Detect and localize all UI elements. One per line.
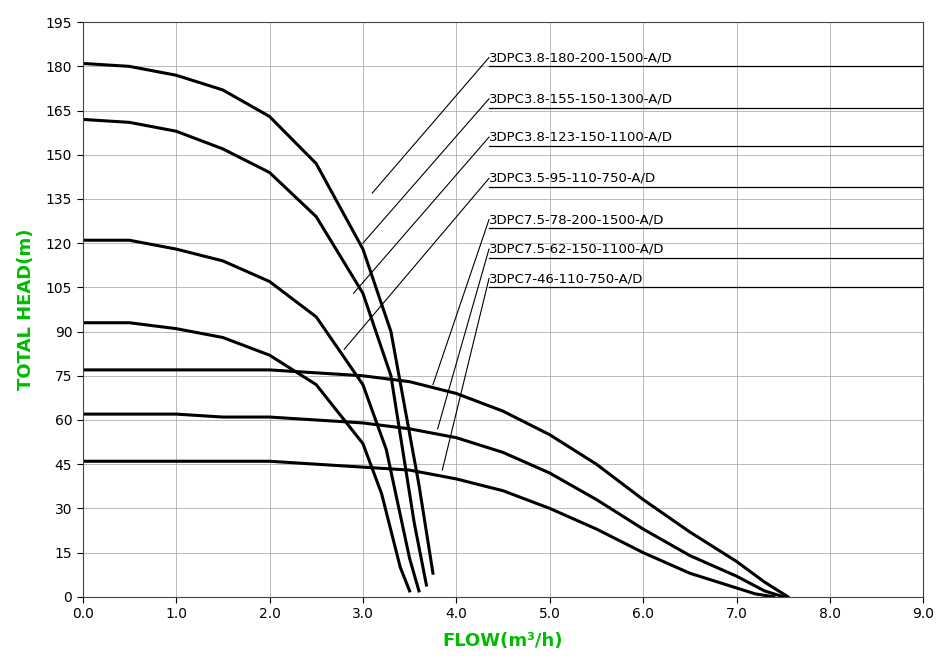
Text: 3DPC3.5-95-110-750-A/D: 3DPC3.5-95-110-750-A/D xyxy=(489,172,656,185)
Text: 3DPC3.8-155-150-1300-A/D: 3DPC3.8-155-150-1300-A/D xyxy=(489,92,673,105)
Text: 3DPC3.8-123-150-1100-A/D: 3DPC3.8-123-150-1100-A/D xyxy=(489,131,673,143)
Text: 3DPC7.5-78-200-1500-A/D: 3DPC7.5-78-200-1500-A/D xyxy=(489,213,665,226)
Y-axis label: TOTAL HEAD(m): TOTAL HEAD(m) xyxy=(17,229,34,390)
Text: 3DPC7-46-110-750-A/D: 3DPC7-46-110-750-A/D xyxy=(489,272,644,285)
Text: 3DPC7.5-62-150-1100-A/D: 3DPC7.5-62-150-1100-A/D xyxy=(489,243,665,255)
Text: 3DPC3.8-180-200-1500-A/D: 3DPC3.8-180-200-1500-A/D xyxy=(489,51,672,64)
X-axis label: FLOW(m³/h): FLOW(m³/h) xyxy=(443,632,563,650)
